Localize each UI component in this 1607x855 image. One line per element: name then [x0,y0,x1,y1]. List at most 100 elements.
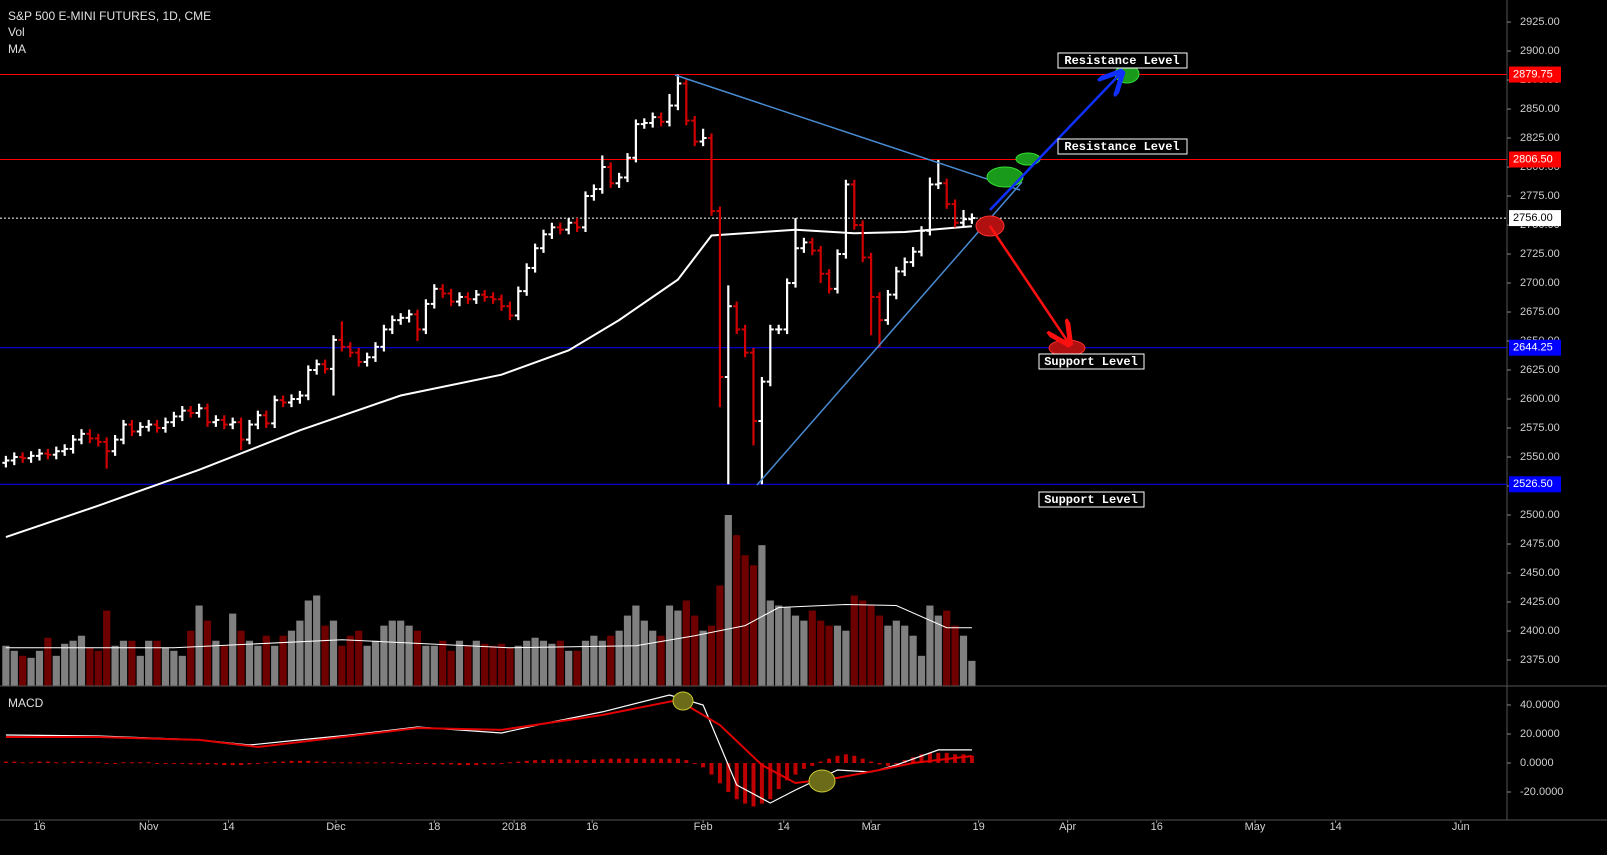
volume-bar [371,640,380,686]
indicator-label: Vol [8,25,25,39]
volume-bar [413,630,422,686]
y-tick-label: 40.0000 [1520,699,1560,711]
y-tick-label: 2400.00 [1520,625,1560,637]
volume-bar [766,600,774,686]
y-tick-label: 2550.00 [1520,451,1560,463]
volume-bar [195,605,203,686]
y-tick-label: 2425.00 [1520,596,1560,608]
volume-bar [279,635,287,686]
volume-bar [901,625,909,686]
macd-histogram-bar [843,754,848,763]
macd-histogram-bar [390,762,395,764]
volume-bar [187,630,195,686]
volume-bar [203,620,212,686]
volume-bar [422,645,430,686]
y-tick-label: 2500.00 [1520,509,1560,521]
macd-histogram-bar [818,761,823,763]
volume-bar [380,625,388,686]
level-label: 2879.75 [1513,68,1553,80]
volume-bar [119,640,128,686]
macd-histogram-bar [869,761,874,763]
volume-bar [153,640,161,686]
macd-histogram-bar [919,754,924,763]
volume-bar [464,645,472,686]
x-tick-label: 16 [586,821,598,833]
macd-histogram-bar [507,762,512,764]
volume-bar [842,630,850,686]
volume-bar [455,640,464,686]
level-label: 2644.25 [1513,342,1553,354]
macd-histogram-bar [423,762,428,764]
x-tick-label: Jun [1452,821,1470,833]
y-tick-label: 2575.00 [1520,422,1560,434]
macd-histogram-bar [432,762,437,765]
macd-histogram-bar [911,757,916,763]
chart-title: S&P 500 E-MINI FUTURES, 1D, CME [8,9,211,23]
arrow [989,74,1120,211]
macd-histogram-bar [558,759,563,763]
macd-histogram-bar [12,761,17,763]
volume-bar [808,610,816,686]
signal-line [5,698,973,785]
y-tick-label: 2900.00 [1520,45,1560,57]
volume-bar [783,607,791,686]
macd-histogram-bar [533,760,538,763]
volume-bar [338,645,346,686]
volume-bar [665,605,674,686]
macd-histogram-bar [289,760,294,763]
volume-bar [77,635,86,686]
cross-marker [808,769,836,793]
macd-histogram-bar [852,755,857,763]
macd-histogram-bar [717,762,722,784]
macd-histogram-bar [566,759,571,763]
macd-histogram-bar [365,762,370,764]
volume-bar [245,640,254,686]
macd-histogram-bar [810,762,815,766]
macd-histogram-bar [331,762,336,764]
volume-bar [875,615,884,686]
macd-histogram-bar [885,762,890,766]
volume-bar [548,643,556,686]
annotation: Resistance Level [1064,140,1179,154]
macd-histogram-bar [709,762,714,775]
level-label-box [1509,339,1561,356]
volume-bar [539,640,548,686]
volume-bar [556,640,564,686]
macd-histogram-bar [516,761,521,763]
axes: 2925.002900.002875.002850.002825.002800.… [0,0,1607,833]
macd-histogram-bar [457,762,462,766]
macd-histogram-bar [776,762,781,790]
annotation-box [1038,491,1145,508]
y-tick-label: 2450.00 [1520,567,1560,579]
arrow [988,225,1068,342]
y-tick-label: 2375.00 [1520,654,1560,666]
volume-bar [220,645,228,686]
macd-histogram-bar [734,762,739,800]
y-tick-label: 2775.00 [1520,190,1560,202]
annotation-box [1038,353,1145,370]
volume-bar [128,640,136,686]
volume-bar [229,613,237,686]
macd-histogram-bar [171,762,176,764]
macd-histogram-bar [180,762,185,764]
macd-histogram-bar [272,761,277,763]
volume-bar [581,640,590,686]
macd-histogram-bar [113,762,118,764]
macd-histogram-bar [155,762,160,764]
volume-bar [481,643,489,686]
macd-histogram-bar [20,762,25,764]
macd-histogram-bar [29,762,34,764]
macd-histogram-bar [877,762,882,765]
macd-histogram-bar [692,762,697,764]
volume-bar [27,657,35,686]
volume-bar [145,640,153,686]
macd-histogram-bar [667,758,672,763]
level-label: 2526.50 [1513,478,1553,490]
macd-histogram-bar [96,762,101,764]
volume-bar [237,630,245,686]
macd-histogram-bar [785,762,790,781]
volume-bar [607,635,615,686]
macd-histogram-bar [449,762,454,765]
macd-histogram-bar [348,762,353,764]
